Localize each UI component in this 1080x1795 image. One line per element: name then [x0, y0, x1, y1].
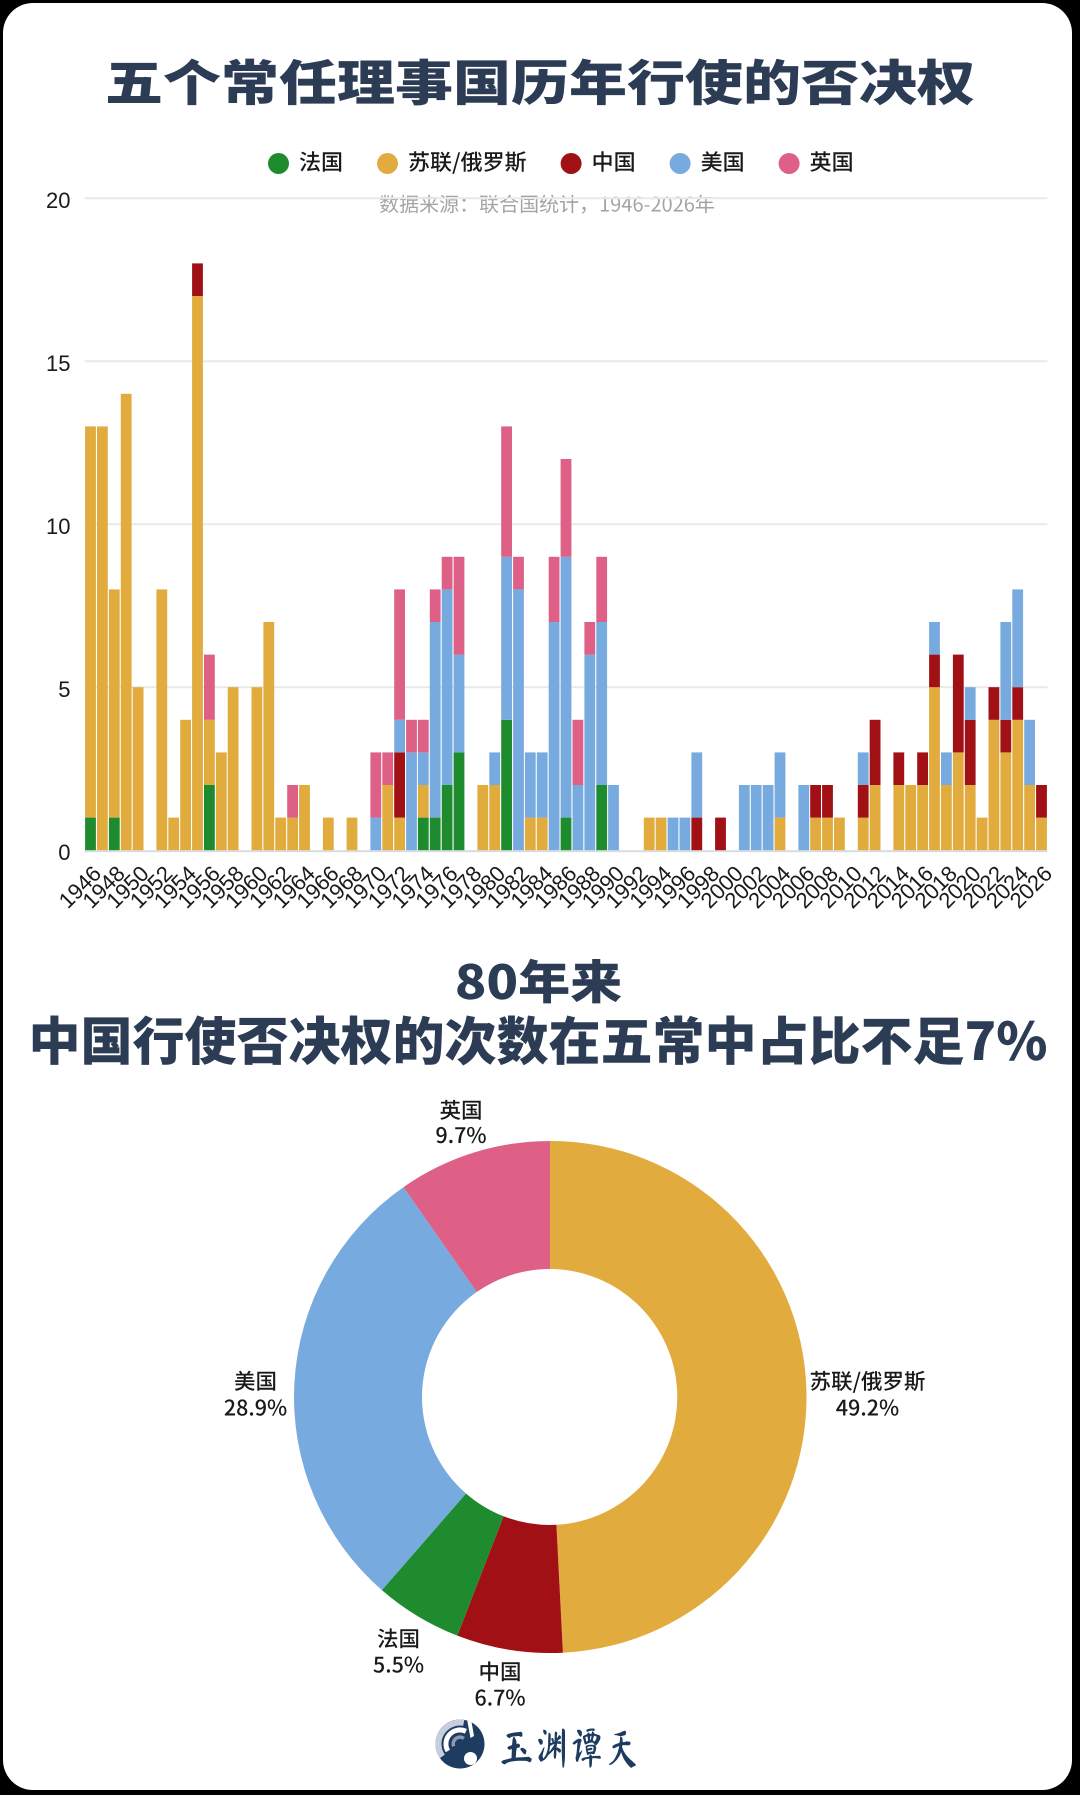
svg-text:5: 5	[58, 677, 70, 702]
svg-text:10: 10	[46, 514, 70, 539]
svg-text:15: 15	[46, 351, 70, 376]
svg-text:0: 0	[58, 840, 70, 865]
svg-text:20: 20	[46, 188, 70, 213]
